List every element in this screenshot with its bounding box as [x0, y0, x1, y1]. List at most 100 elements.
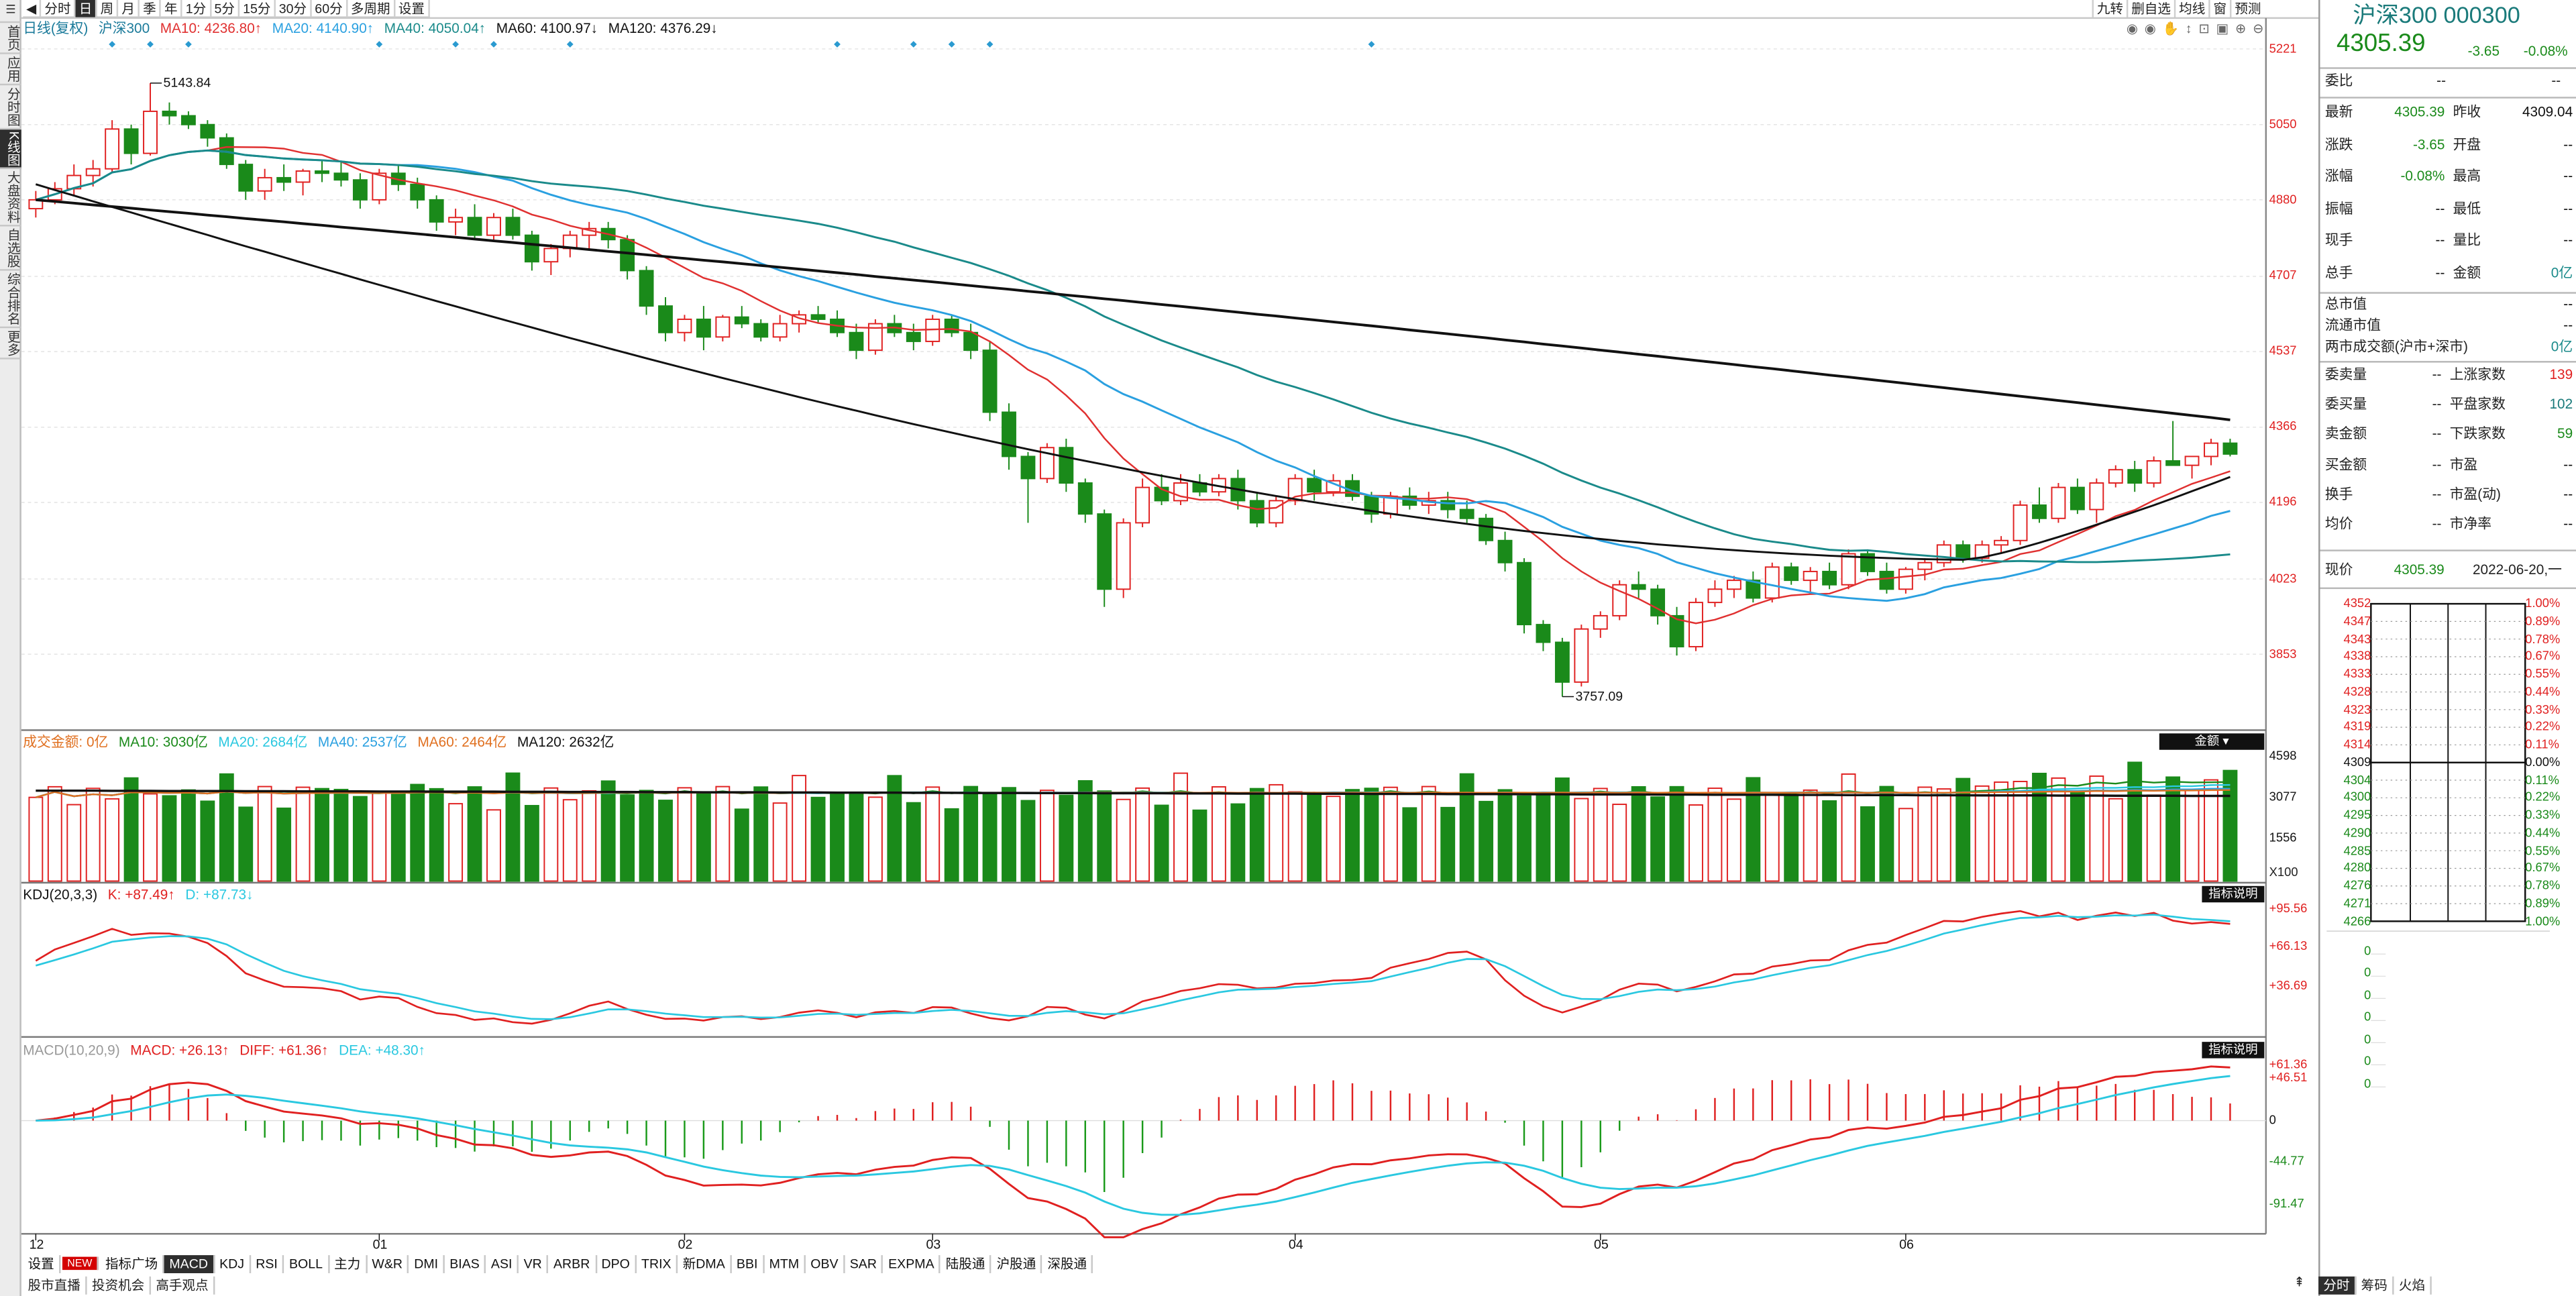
candle[interactable]	[467, 217, 482, 236]
volume-bar[interactable]	[2070, 792, 2085, 882]
volume-bar[interactable]	[1020, 800, 1036, 882]
period-tab-4[interactable]: 季	[140, 0, 162, 18]
indicator-tab-22[interactable]: 陆股通	[941, 1255, 992, 1274]
candle[interactable]	[333, 172, 349, 181]
volume-bar[interactable]	[333, 788, 349, 882]
candle[interactable]	[2032, 504, 2047, 519]
volume-bar[interactable]	[1269, 784, 1284, 882]
candle[interactable]	[1593, 614, 1608, 630]
volume-bar[interactable]	[639, 790, 654, 882]
volume-bar[interactable]	[1612, 804, 1627, 882]
candle[interactable]	[1726, 580, 1741, 590]
volume-bar[interactable]	[1116, 798, 1131, 882]
candle[interactable]	[295, 170, 311, 183]
candle[interactable]	[448, 217, 464, 223]
candle[interactable]	[2222, 442, 2238, 455]
candle[interactable]	[810, 314, 826, 320]
period-tab-3[interactable]: 月	[118, 0, 140, 18]
candle[interactable]	[429, 199, 444, 223]
indicator-tab-8[interactable]: W&R	[367, 1255, 409, 1274]
volume-bar[interactable]	[1059, 794, 1074, 882]
candle[interactable]	[143, 110, 158, 154]
volume-bar[interactable]	[1593, 788, 1608, 882]
candle[interactable]	[658, 305, 673, 333]
volume-bar[interactable]	[1154, 804, 1169, 882]
indicator-tab-21[interactable]: EXPMA	[883, 1255, 941, 1274]
volume-bar[interactable]	[1554, 777, 1570, 882]
candle[interactable]	[772, 323, 788, 338]
candle[interactable]	[1517, 561, 1532, 626]
sidebar-item-6[interactable]: 综合排名	[0, 271, 21, 329]
period-tab-1[interactable]: 日	[75, 0, 97, 18]
candle[interactable]	[486, 217, 501, 236]
sidebar-item-5[interactable]: 自选股	[0, 227, 21, 272]
candle[interactable]	[524, 234, 539, 263]
zoom-out-icon[interactable]: ⊖	[2252, 21, 2264, 36]
eye-icon-2[interactable]: ◉	[2144, 21, 2156, 36]
candle[interactable]	[372, 172, 387, 201]
candle[interactable]	[257, 176, 272, 192]
volume-bar[interactable]	[47, 786, 62, 882]
volume-bar[interactable]	[1650, 796, 1666, 882]
candle[interactable]	[1784, 566, 1799, 582]
menu-icon[interactable]: ☰	[0, 0, 21, 23]
candle[interactable]	[1173, 482, 1188, 502]
volume-bar[interactable]	[28, 796, 44, 882]
volume-bar[interactable]	[315, 788, 329, 882]
event-marker[interactable]	[948, 41, 955, 48]
period-tab-10[interactable]: 60分	[311, 0, 347, 18]
candle[interactable]	[276, 176, 292, 183]
candle[interactable]	[410, 183, 425, 201]
volume-bar[interactable]	[1326, 796, 1341, 882]
volume-bar[interactable]	[562, 799, 578, 882]
candle[interactable]	[867, 323, 883, 352]
volume-bar[interactable]	[925, 786, 941, 882]
volume-bar[interactable]	[1974, 785, 1990, 882]
candle[interactable]	[906, 331, 921, 342]
sidebar-item-2[interactable]: 分时图	[0, 85, 21, 130]
indicator-tab-3[interactable]: MACD	[164, 1255, 215, 1274]
period-tab-0[interactable]: 分时	[42, 0, 76, 18]
candle[interactable]	[1059, 447, 1074, 484]
candle[interactable]	[2012, 504, 2028, 541]
candle[interactable]	[1116, 522, 1131, 590]
candle[interactable]	[2108, 469, 2123, 484]
indicator-tab-17[interactable]: BBI	[732, 1255, 765, 1274]
quote-tab-1[interactable]: 筹码	[2356, 1276, 2394, 1295]
macd-help-button[interactable]: 指标说明	[2202, 1042, 2265, 1059]
volume-bar[interactable]	[1364, 788, 1379, 882]
volume-bar[interactable]	[1746, 777, 1761, 882]
candle[interactable]	[180, 115, 196, 125]
event-marker[interactable]	[452, 41, 460, 48]
sidebar-item-7[interactable]: 更多	[0, 329, 21, 360]
indicator-tab-6[interactable]: BOLL	[284, 1255, 329, 1274]
candle[interactable]	[2184, 455, 2200, 466]
candle[interactable]	[1479, 517, 1494, 541]
event-marker[interactable]	[147, 41, 154, 48]
back-icon[interactable]: ◀	[23, 0, 42, 18]
indicator-tab-16[interactable]: 新DMA	[678, 1255, 732, 1274]
candle[interactable]	[1669, 614, 1684, 648]
candle[interactable]	[1307, 478, 1322, 493]
volume-bar[interactable]	[1764, 793, 1780, 882]
indicator-tab-7[interactable]: 主力	[329, 1255, 368, 1274]
event-marker[interactable]	[566, 41, 574, 48]
eye-icon[interactable]: ◉	[2126, 21, 2138, 36]
volume-bar[interactable]	[658, 800, 673, 882]
candle[interactable]	[1249, 500, 1265, 524]
indicator-tab-24[interactable]: 深股通	[1042, 1255, 1093, 1274]
volume-bar[interactable]	[1822, 800, 1837, 882]
candle[interactable]	[1764, 566, 1780, 599]
candle[interactable]	[982, 349, 998, 413]
right-tool-2[interactable]: 均线	[2174, 0, 2208, 18]
volume-bar[interactable]	[2089, 775, 2104, 882]
volume-bar[interactable]	[200, 800, 215, 882]
volume-bar[interactable]	[2051, 777, 2066, 882]
scroll-up-icon[interactable]: ⇞	[2294, 1275, 2305, 1290]
volume-bar[interactable]	[2165, 776, 2181, 882]
candle[interactable]	[1002, 411, 1016, 457]
period-tab-12[interactable]: 设置	[395, 0, 430, 18]
volume-bar[interactable]	[1039, 790, 1055, 882]
volume-bar[interactable]	[123, 777, 139, 882]
volume-bar[interactable]	[105, 798, 120, 882]
